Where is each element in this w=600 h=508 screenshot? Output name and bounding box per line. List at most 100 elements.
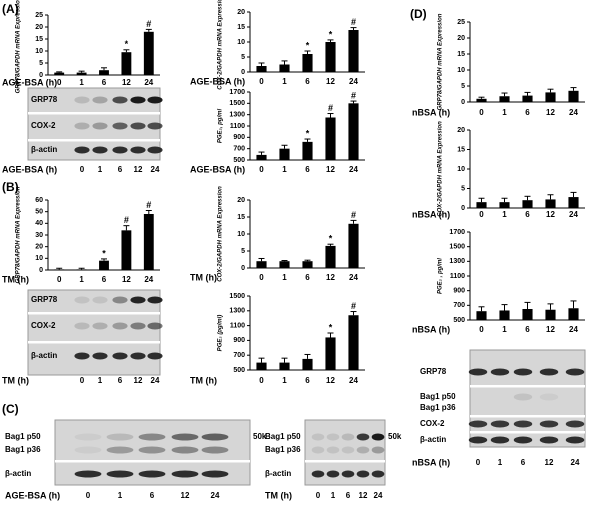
y-tick-label: 1500: [229, 100, 245, 107]
x-tick-label: 1: [502, 210, 507, 219]
blot-separator: [470, 385, 585, 388]
blot-band: [326, 446, 340, 454]
blot-lane-label: 12: [134, 376, 143, 385]
significance-marker: #: [146, 19, 151, 29]
blot-lane-label: 24: [571, 458, 580, 467]
bar: [279, 148, 290, 160]
blot-band: [106, 433, 134, 441]
x-tick-label: 12: [546, 325, 555, 334]
blot-x-label: nBSA (h): [412, 457, 450, 467]
blot-band: [201, 470, 229, 478]
x-tick-label: 6: [305, 273, 310, 282]
x-tick-label: 1: [282, 165, 287, 174]
blot-band: [565, 436, 585, 444]
blot-row-label: Bag1 p36: [265, 445, 301, 454]
blot-band: [513, 436, 533, 444]
x-axis-label: nBSA (h): [412, 209, 450, 219]
blot-band: [130, 122, 146, 130]
x-tick-label: 24: [349, 376, 358, 385]
x-tick-label: 6: [305, 77, 310, 86]
x-tick-label: 0: [479, 210, 484, 219]
blot-band: [490, 436, 510, 444]
panel-label: (A): [2, 2, 19, 16]
blot-lane-label: 24: [374, 491, 383, 500]
y-tick-label: 5: [461, 83, 465, 90]
x-tick-label: 1: [282, 376, 287, 385]
x-tick-label: 0: [479, 108, 484, 117]
y-tick-label: 15: [457, 51, 465, 58]
blot-lane-label: 1: [98, 376, 103, 385]
x-tick-label: 24: [569, 210, 578, 219]
y-tick-label: 50: [35, 209, 43, 216]
bar: [121, 230, 132, 270]
y-tick-label: 20: [35, 244, 43, 251]
blot-band: [112, 322, 128, 330]
y-tick-label: 700: [233, 146, 245, 153]
x-tick-label: 12: [546, 210, 555, 219]
bar: [476, 98, 487, 102]
significance-marker: *: [329, 322, 333, 332]
blot-lane-label: 12: [134, 165, 143, 174]
x-tick-label: 1: [79, 78, 84, 87]
x-tick-label: 6: [102, 78, 107, 87]
blot-band: [92, 352, 108, 360]
blot-band: [311, 433, 325, 441]
significance-marker: *: [329, 29, 333, 39]
bar: [568, 308, 579, 320]
y-tick-label: 700: [453, 302, 465, 309]
blot-band: [147, 146, 163, 154]
blot-band: [74, 296, 90, 304]
bar: [279, 261, 290, 268]
blot-row-label: COX-2: [31, 321, 56, 330]
blot-x-label: AGE-BSA (h): [2, 164, 57, 174]
bar: [99, 70, 109, 75]
blot-separator: [28, 341, 160, 344]
y-tick-label: 900: [453, 288, 465, 295]
y-tick-label: 60: [35, 197, 43, 204]
blot-band: [147, 96, 163, 104]
blot-separator: [305, 460, 385, 463]
x-tick-label: 12: [326, 273, 335, 282]
blot-band: [311, 470, 325, 478]
bar: [348, 30, 359, 72]
blot-band: [130, 96, 146, 104]
y-tick-label: 1100: [450, 273, 465, 280]
y-tick-label: 1500: [229, 293, 245, 300]
blot-separator: [28, 112, 160, 115]
x-tick-label: 1: [79, 275, 84, 284]
y-tick-label: 0: [241, 69, 245, 76]
bar: [302, 54, 313, 72]
y-tick-label: 10: [35, 255, 43, 262]
y-axis-label: COX-2/GAPDH mRNA Expression: [218, 0, 224, 90]
x-tick-label: 1: [282, 77, 287, 86]
y-tick-label: 1300: [229, 112, 245, 119]
bar: [545, 92, 556, 102]
bar: [348, 315, 359, 370]
bar: [522, 200, 533, 208]
significance-marker: *: [125, 39, 129, 49]
x-tick-label: 0: [259, 77, 264, 86]
y-tick-label: 25: [35, 12, 43, 19]
blot-row-label: GRP78: [31, 295, 58, 304]
bar: [143, 214, 154, 270]
blot-band: [171, 470, 199, 478]
blot-band: [92, 296, 108, 304]
blot-band: [341, 446, 355, 454]
x-tick-label: 12: [122, 78, 131, 87]
bar: [302, 261, 313, 268]
x-axis-label: TM (h): [2, 274, 29, 284]
blot-separator: [470, 431, 585, 434]
blot-band: [74, 322, 90, 330]
blot-band: [112, 146, 128, 154]
blot-row-label: Bag1 p36: [420, 403, 456, 412]
significance-marker: *: [329, 234, 333, 244]
blot-band: [468, 368, 488, 376]
blot-lane-label: 24: [211, 491, 220, 500]
x-tick-label: 6: [525, 108, 530, 117]
panel-label: (B): [2, 180, 19, 194]
x-tick-label: 12: [326, 376, 335, 385]
blot-row-label: Bag1 p36: [5, 445, 41, 454]
y-tick-label: 20: [35, 24, 43, 31]
blot-row-label: GRP78: [420, 367, 447, 376]
blot-band: [356, 470, 370, 478]
